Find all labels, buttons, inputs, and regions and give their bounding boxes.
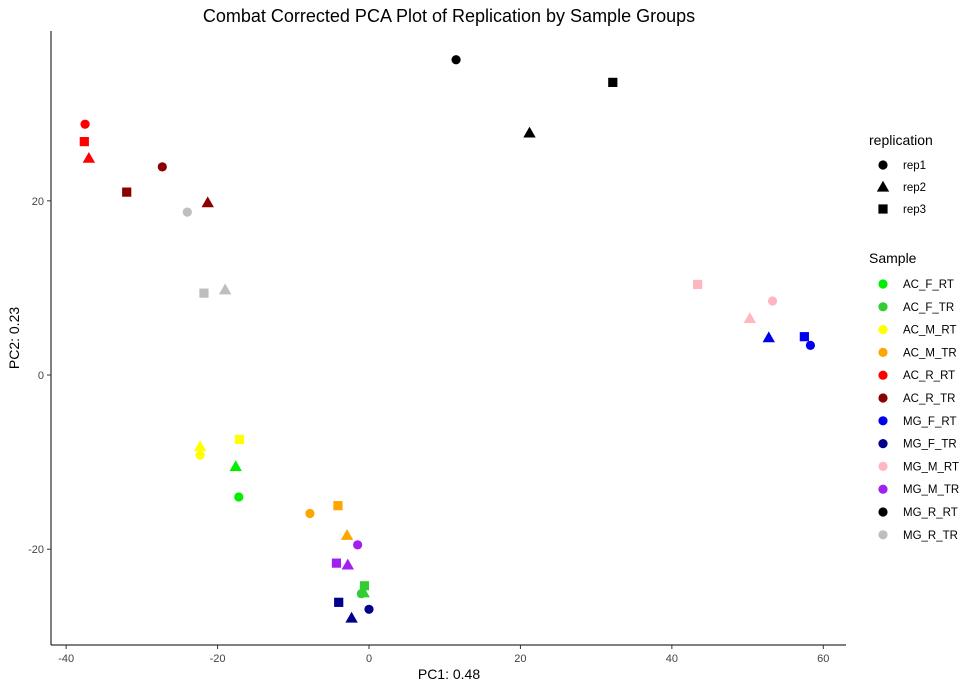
data-point bbox=[193, 440, 207, 452]
legend-key-circle bbox=[878, 325, 888, 335]
legend-label: MG_F_RT bbox=[903, 416, 956, 428]
legend-label: AC_M_TR bbox=[903, 347, 957, 359]
legend-sample-title: Sample bbox=[869, 250, 917, 266]
legend-key-circle bbox=[878, 393, 888, 403]
data-point bbox=[767, 296, 778, 306]
legend-key-circle bbox=[878, 416, 888, 426]
data-point bbox=[762, 331, 775, 343]
data-point bbox=[345, 611, 358, 623]
data-point bbox=[218, 283, 232, 295]
x-ticks: -40 -20 0 20 40 60 bbox=[58, 645, 829, 665]
legend-key-circle bbox=[878, 370, 888, 380]
legend-key-circle bbox=[878, 484, 888, 494]
data-point bbox=[79, 137, 89, 147]
data-point bbox=[122, 187, 132, 197]
data-point bbox=[357, 586, 370, 598]
chart-title: Combat Corrected PCA Plot of Replication… bbox=[203, 6, 695, 26]
y-tick-label: 20 bbox=[32, 196, 44, 208]
legend-label: MG_M_RT bbox=[903, 461, 959, 473]
data-point bbox=[359, 581, 370, 591]
legend-key-circle bbox=[878, 347, 888, 357]
data-point bbox=[195, 450, 205, 460]
legend-label: MG_M_TR bbox=[903, 484, 959, 496]
legend-label: rep3 bbox=[903, 204, 926, 216]
legend-sample: Sample AC_F_RT AC_F_TR AC_M_RT AC_M_TR AC_R_… bbox=[869, 250, 959, 542]
legend-key-circle bbox=[878, 279, 888, 289]
legend-label: AC_F_TR bbox=[903, 302, 954, 314]
legend-label: rep2 bbox=[903, 182, 926, 194]
data-point bbox=[805, 340, 816, 351]
data-point bbox=[693, 279, 703, 290]
data-point bbox=[523, 126, 536, 138]
legend-key-circle bbox=[878, 439, 888, 449]
data-point bbox=[199, 288, 209, 298]
y-ticks: -20 0 20 bbox=[28, 196, 51, 556]
legend-key-square bbox=[878, 204, 888, 214]
legend-replication-title: replication bbox=[869, 132, 933, 148]
legend-label: MG_R_RT bbox=[903, 507, 958, 519]
data-point bbox=[157, 162, 167, 172]
legend-key-circle bbox=[878, 461, 888, 471]
y-tick-label: -20 bbox=[28, 544, 44, 556]
legend-label: MG_F_TR bbox=[903, 439, 957, 451]
x-tick-label: -20 bbox=[210, 653, 226, 665]
data-points bbox=[79, 55, 816, 623]
data-point bbox=[743, 312, 757, 324]
legend-key-circle bbox=[878, 160, 888, 170]
data-point bbox=[608, 77, 618, 87]
data-point bbox=[234, 492, 244, 502]
legend-replication: replication rep1 rep2 rep3 bbox=[869, 132, 933, 216]
x-tick-label: -40 bbox=[58, 653, 74, 665]
data-point bbox=[201, 196, 214, 208]
data-point bbox=[234, 434, 245, 445]
data-point bbox=[229, 460, 242, 472]
data-point bbox=[340, 529, 354, 540]
x-tick-label: 0 bbox=[366, 653, 372, 665]
legend-key-circle bbox=[878, 507, 888, 517]
data-point bbox=[333, 501, 343, 511]
data-point bbox=[353, 540, 363, 550]
legend-key-circle bbox=[878, 530, 888, 540]
data-point bbox=[799, 332, 809, 342]
data-point bbox=[451, 55, 461, 65]
data-point bbox=[182, 207, 192, 217]
legend-label: MG_R_TR bbox=[903, 530, 958, 542]
x-tick-label: 60 bbox=[817, 653, 829, 665]
x-tick-label: 20 bbox=[514, 653, 526, 665]
data-point bbox=[341, 558, 354, 570]
legend-label: rep1 bbox=[903, 160, 926, 172]
x-axis-title: PC1: 0.48 bbox=[418, 666, 480, 682]
axes bbox=[50, 31, 846, 646]
data-point bbox=[364, 604, 374, 614]
y-tick-label: 0 bbox=[38, 370, 44, 382]
data-point bbox=[305, 508, 315, 519]
data-point bbox=[82, 151, 96, 163]
legend-label: AC_M_RT bbox=[903, 325, 956, 337]
legend-key-triangle bbox=[876, 180, 890, 192]
data-point bbox=[80, 119, 90, 129]
data-point bbox=[331, 558, 342, 568]
legend-label: AC_R_TR bbox=[903, 393, 955, 405]
legend-label: AC_F_RT bbox=[903, 279, 954, 291]
x-tick-label: 40 bbox=[666, 653, 678, 665]
legend-key-circle bbox=[878, 302, 888, 312]
data-point bbox=[334, 597, 344, 607]
legend-label: AC_R_RT bbox=[903, 370, 955, 382]
y-axis-title: PC2: 0.23 bbox=[6, 307, 22, 369]
